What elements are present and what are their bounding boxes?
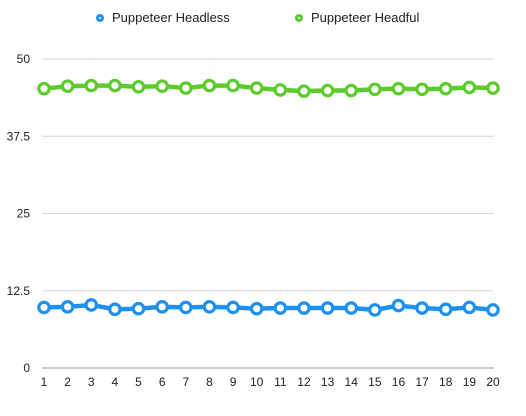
x-tick-label: 1 (41, 375, 48, 389)
data-point (37, 81, 51, 96)
data-point (273, 301, 288, 315)
data-point (60, 79, 75, 93)
data-point (462, 300, 477, 315)
data-point (415, 82, 429, 97)
x-tick-label: 11 (274, 375, 287, 389)
data-point (297, 301, 311, 315)
x-tick-label: 20 (486, 375, 500, 389)
legend-item-headless[interactable]: Puppeteer Headless (96, 10, 230, 25)
x-tick-label: 9 (230, 375, 237, 389)
data-point (320, 83, 335, 98)
x-tick-label: 16 (392, 375, 406, 389)
x-tick-label: 2 (64, 375, 71, 389)
data-point (486, 81, 500, 95)
data-point (297, 84, 311, 98)
data-point (178, 81, 193, 95)
legend-marker-icon (96, 13, 104, 22)
y-tick-label: 25 (17, 207, 31, 221)
data-point (84, 298, 99, 312)
x-tick-label: 4 (112, 375, 119, 389)
data-point (178, 300, 193, 315)
legend-item-headful[interactable]: Puppeteer Headful (295, 10, 419, 25)
data-point (108, 78, 122, 93)
legend-label: Puppeteer Headful (311, 10, 420, 25)
x-tick-label: 13 (321, 375, 335, 389)
data-point (391, 81, 406, 96)
data-point (486, 303, 500, 317)
data-point (155, 300, 169, 314)
x-tick-label: 3 (88, 375, 95, 389)
data-point (202, 78, 217, 93)
x-tick-label: 12 (297, 375, 311, 389)
x-tick-label: 5 (135, 375, 142, 389)
x-tick-label: 17 (415, 375, 429, 389)
x-tick-label: 15 (368, 375, 382, 389)
y-tick-label: 12.5 (7, 284, 31, 298)
x-tick-label: 10 (250, 375, 264, 389)
data-point (462, 80, 477, 95)
data-point (368, 303, 382, 317)
x-tick-label: 18 (439, 375, 453, 389)
x-tick-label: 14 (345, 375, 359, 389)
data-point (320, 301, 335, 315)
data-point (249, 301, 264, 316)
x-tick-label: 6 (159, 375, 166, 389)
legend: Puppeteer Headless Puppeteer Headful (0, 10, 526, 30)
data-point (84, 78, 99, 93)
data-point (344, 83, 359, 98)
data-point (415, 301, 429, 315)
x-tick-label: 19 (463, 375, 477, 389)
y-tick-label: 37.5 (7, 129, 31, 143)
data-point (391, 298, 406, 313)
y-tick-label: 50 (17, 52, 31, 66)
x-tick-label: 8 (206, 375, 213, 389)
legend-marker-icon (295, 13, 303, 22)
data-point (438, 302, 453, 317)
data-point (131, 80, 146, 94)
data-point (226, 78, 240, 93)
data-point (438, 81, 453, 96)
y-tick-label: 0 (23, 361, 30, 375)
data-point (37, 300, 51, 315)
data-point (202, 300, 217, 314)
data-point (131, 301, 146, 316)
data-point (249, 81, 264, 95)
data-point (273, 83, 288, 97)
data-point (108, 302, 122, 317)
data-point (368, 82, 382, 97)
data-point (226, 300, 240, 315)
data-point (344, 301, 359, 315)
data-point (155, 79, 169, 93)
data-point (60, 300, 75, 314)
x-tick-label: 7 (182, 375, 189, 389)
legend-label: Puppeteer Headless (112, 10, 230, 25)
